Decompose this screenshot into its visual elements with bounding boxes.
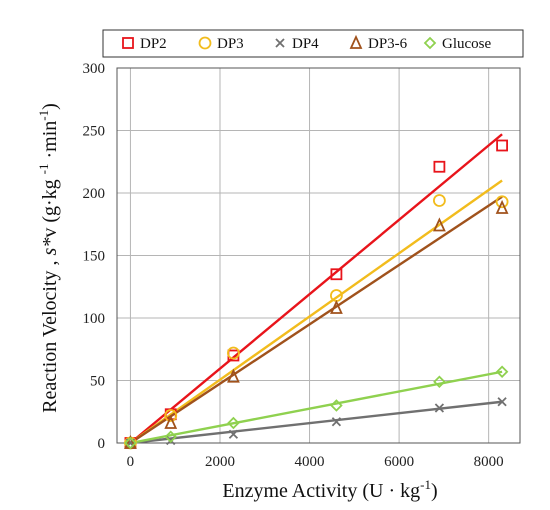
y-tick-label: 150	[83, 249, 106, 265]
legend-label-dp3: DP3	[217, 36, 244, 52]
dp3-point	[495, 195, 509, 209]
dp4-point	[434, 403, 445, 413]
dp3-6-fit-line	[129, 195, 503, 445]
y-tick-label: 50	[90, 374, 105, 390]
x-tick-label: 2000	[205, 454, 235, 470]
fit-lines	[129, 133, 503, 445]
y-tick-label: 250	[83, 124, 106, 140]
x-tick-label: 4000	[295, 454, 325, 470]
x-axis-title: Enzyme Activity (U · kg-1)	[222, 477, 437, 502]
glucose-point	[124, 436, 137, 450]
glucose-point	[227, 416, 240, 430]
y-tick-labels: 0 50 100 150 200 250 300	[83, 61, 106, 452]
legend-label-dp2: DP2	[140, 36, 167, 52]
glucose-point	[164, 430, 178, 444]
y-tick-label: 300	[83, 61, 106, 77]
legend-marker-dp3-6	[349, 34, 363, 49]
glucose-point	[330, 399, 343, 412]
dp3-6-point	[227, 368, 240, 383]
dp3-point	[164, 409, 178, 422]
dp4-point	[497, 397, 507, 407]
x-tick-label: 8000	[474, 454, 504, 470]
glucose-fit-line	[130, 370, 503, 445]
y-tick-label: 0	[98, 436, 106, 452]
legend-marker-dp3	[198, 36, 212, 50]
legend-box	[102, 29, 524, 58]
dp4-point	[228, 429, 239, 439]
dp2-fit-line	[129, 133, 503, 444]
y-axis-title: Reaction Velocity , s*v (g·kg -1 ·min-1)	[36, 103, 61, 413]
dp3-fit-line	[129, 179, 503, 444]
y-tick-label: 100	[83, 311, 106, 327]
x-tick-labels: 0 2000 4000 6000 8000	[127, 454, 504, 470]
legend-marker-glucose	[423, 36, 437, 50]
dp3-point	[432, 194, 446, 207]
legend-label-dp3-6: DP3-6	[368, 36, 408, 52]
dp3-point	[227, 346, 240, 360]
legend-marker-dp2	[122, 37, 134, 49]
legend-label-glucose: Glucose	[442, 36, 491, 52]
dp3-6-point	[433, 217, 446, 232]
legend-marker-dp4	[275, 38, 285, 48]
dp2-point	[496, 139, 508, 152]
dp2-point	[330, 268, 343, 281]
data-points	[124, 139, 509, 450]
dp3-6-point	[164, 414, 178, 429]
x-tick-label: 0	[127, 454, 135, 470]
legend: DP2 DP3 DP4 DP3-6 Glucose	[122, 34, 491, 52]
x-tick-label: 6000	[384, 454, 414, 470]
dp4-point	[331, 417, 342, 427]
legend-label-dp4: DP4	[292, 36, 319, 52]
plot-frame	[116, 67, 521, 444]
glucose-point	[433, 375, 446, 389]
dp2-point	[433, 160, 446, 173]
dp3-6-point	[330, 299, 343, 314]
glucose-point	[495, 365, 509, 379]
y-tick-label: 200	[83, 186, 106, 202]
dp3-6-point	[495, 199, 509, 214]
